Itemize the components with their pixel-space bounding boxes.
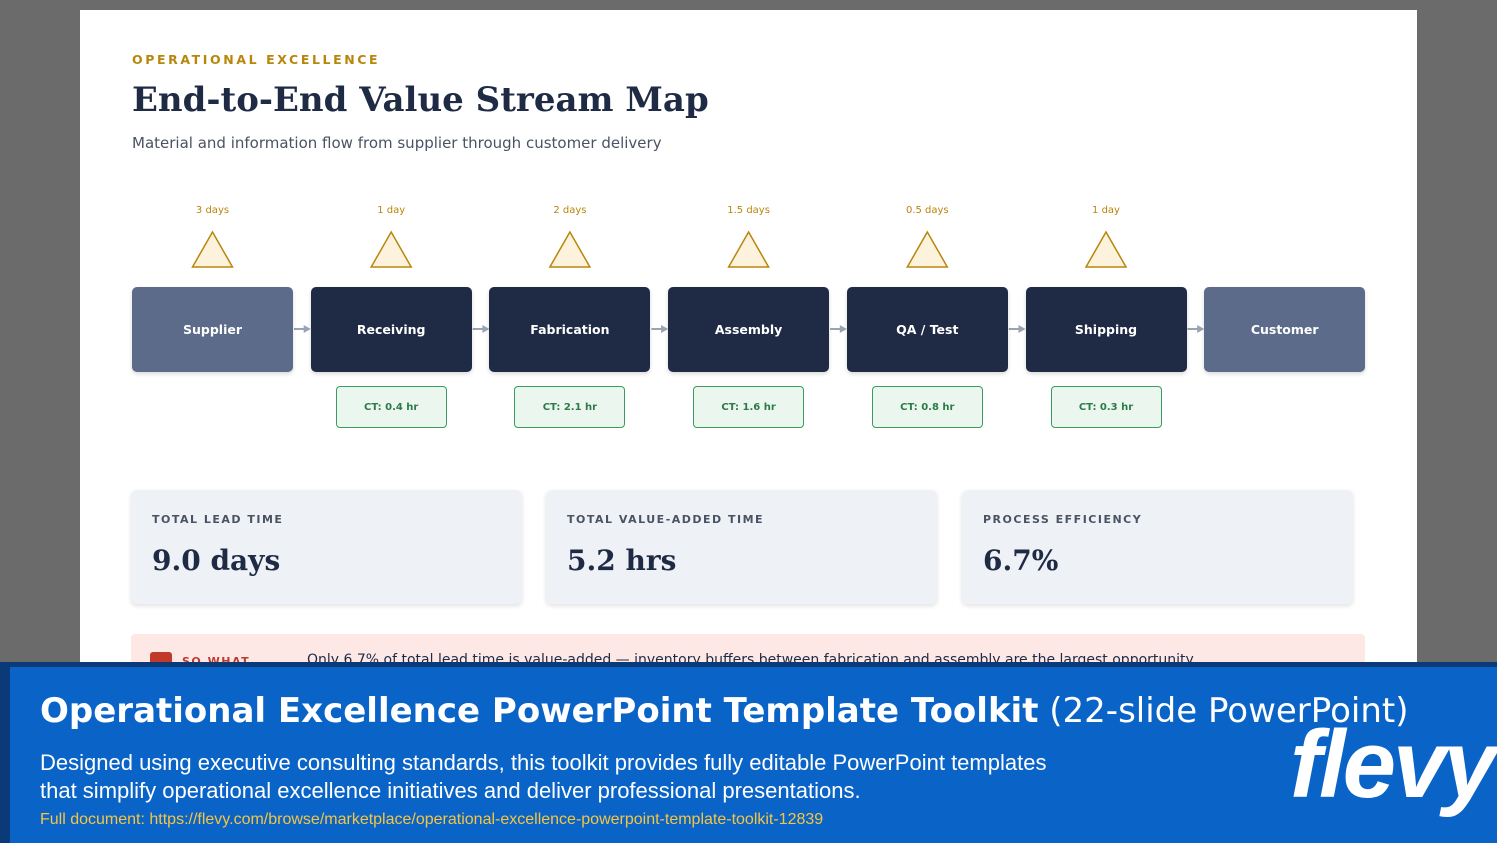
cycle-time: CT: 0.8 hr — [871, 386, 983, 428]
subtitle: Material and information flow from suppl… — [132, 134, 662, 152]
logo: flevy — [1290, 711, 1497, 818]
slide-title: End-to-End Value Stream Map — [132, 80, 709, 120]
process-box: Shipping — [1025, 287, 1187, 372]
process-box: Customer — [1204, 287, 1366, 372]
inventory-triangle — [906, 230, 949, 268]
wait-label: 1 day — [377, 205, 406, 216]
wait-label: 1.5 days — [727, 205, 770, 216]
banner-title: Operational Excellence PowerPoint Templa… — [40, 691, 1039, 731]
flow-shapes — [191, 230, 1205, 333]
arrow-head — [1018, 325, 1026, 333]
banner-heading: Operational Excellence PowerPoint Templa… — [40, 691, 1408, 731]
metric-value: 9.0 days — [152, 544, 281, 577]
metric-label: TOTAL LEAD TIME — [152, 513, 284, 526]
inventory-triangle — [548, 230, 592, 268]
metric-label: PROCESS EFFICIENCY — [983, 513, 1143, 526]
cycle-time: CT: 0.3 hr — [1050, 386, 1162, 428]
cycle-time: CT: 0.4 hr — [335, 386, 447, 428]
inventory-triangle — [369, 230, 413, 268]
arrow-head — [1197, 325, 1205, 333]
banner-link[interactable]: Full document: https://flevy.com/browse/… — [40, 811, 824, 828]
inventory-triangle — [727, 230, 770, 268]
wait-label: 0.5 days — [905, 205, 949, 216]
slide: OPERATIONAL EXCELLENCE End-to-End Value … — [80, 10, 1417, 710]
arrow-head — [303, 325, 311, 333]
cycle-time: CT: 2.1 hr — [514, 386, 626, 428]
inventory-triangle — [1084, 230, 1128, 268]
banner-suffix: (22-slide PowerPoint) — [1049, 691, 1409, 731]
cycle-time: CT: 1.6 hr — [693, 386, 805, 428]
eyebrow: OPERATIONAL EXCELLENCE — [132, 52, 381, 67]
wait-label: 2 days — [553, 205, 587, 216]
inventory-triangle — [191, 230, 234, 268]
banner-description: Designed using executive consulting stan… — [40, 750, 1047, 803]
process-box: Assembly — [668, 287, 830, 372]
process-box: Supplier — [132, 287, 293, 372]
process-box: Receiving — [310, 287, 472, 372]
arrow-head — [839, 325, 847, 333]
banner: Operational Excellence PowerPoint Templa… — [0, 662, 1497, 843]
metric-value: 5.2 hrs — [567, 544, 677, 577]
metric-card: PROCESS EFFICIENCY 6.7% — [962, 490, 1353, 604]
metric-value: 6.7% — [983, 544, 1059, 577]
metric-card: TOTAL LEAD TIME 9.0 days — [131, 490, 522, 604]
arrow-head — [482, 325, 490, 333]
wait-label: 1 day — [1092, 205, 1120, 216]
process-box: QA / Test — [846, 287, 1008, 372]
metric-label: TOTAL VALUE-ADDED TIME — [567, 513, 765, 526]
process-box: Fabrication — [489, 287, 651, 372]
wait-label: 3 days — [195, 205, 230, 216]
metric-card: TOTAL VALUE-ADDED TIME 5.2 hrs — [546, 490, 937, 604]
arrow-head — [661, 325, 669, 333]
